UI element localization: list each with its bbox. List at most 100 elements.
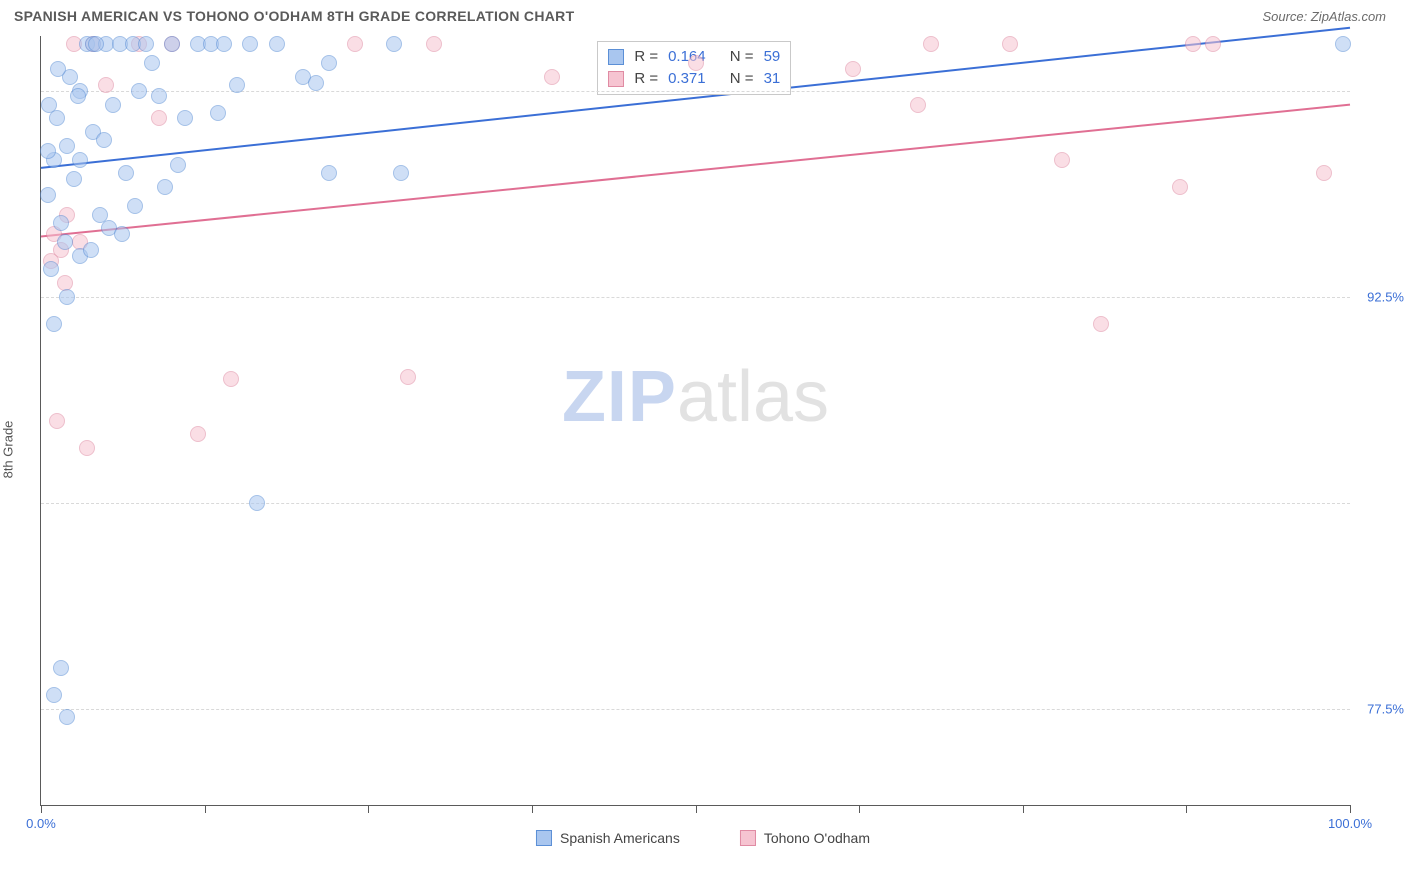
swatch-series-a [608, 49, 624, 65]
data-point-a [88, 36, 104, 52]
data-point-b [845, 61, 861, 77]
x-tick [368, 805, 369, 813]
data-point-a [105, 97, 121, 113]
chart-area: 8th Grade ZIPatlas R = 0.164 N = 59 R = … [0, 32, 1406, 852]
data-point-b [1172, 179, 1188, 195]
data-point-a [386, 36, 402, 52]
data-point-a [157, 179, 173, 195]
data-point-b [1002, 36, 1018, 52]
data-point-a [131, 83, 147, 99]
data-point-b [1093, 316, 1109, 332]
x-tick [532, 805, 533, 813]
data-point-a [170, 157, 186, 173]
n-label-a: N = [730, 46, 754, 68]
y-tick-label: 92.5% [1367, 289, 1404, 304]
data-point-a [43, 261, 59, 277]
data-point-a [138, 36, 154, 52]
trend-line-b [41, 105, 1350, 237]
x-tick [696, 805, 697, 813]
chart-source: Source: ZipAtlas.com [1262, 9, 1386, 24]
x-tick [205, 805, 206, 813]
x-tick-label: 0.0% [26, 816, 56, 831]
data-point-b [49, 413, 65, 429]
trend-lines [41, 36, 1350, 805]
data-point-a [53, 660, 69, 676]
n-label-b: N = [730, 68, 754, 90]
data-point-a [59, 289, 75, 305]
swatch-b-icon [740, 830, 756, 846]
data-point-a [66, 171, 82, 187]
data-point-a [59, 138, 75, 154]
data-point-a [50, 61, 66, 77]
r-label-b: R = [634, 68, 658, 90]
data-point-a [321, 55, 337, 71]
series-a-label: Spanish Americans [560, 830, 680, 846]
data-point-a [57, 234, 73, 250]
bottom-legend: Spanish Americans Tohono O'odham [536, 830, 870, 846]
gridline [41, 297, 1350, 298]
data-point-b [347, 36, 363, 52]
data-point-b [400, 369, 416, 385]
data-point-a [72, 152, 88, 168]
data-point-b [910, 97, 926, 113]
data-point-a [114, 226, 130, 242]
data-point-b [688, 55, 704, 71]
data-point-b [923, 36, 939, 52]
data-point-a [127, 198, 143, 214]
data-point-b [1205, 36, 1221, 52]
plot-region: ZIPatlas R = 0.164 N = 59 R = 0.371 N = … [40, 36, 1350, 806]
data-point-a [83, 242, 99, 258]
n-value-a: 59 [764, 46, 781, 68]
data-point-a [151, 88, 167, 104]
r-label-a: R = [634, 46, 658, 68]
data-point-b [190, 426, 206, 442]
data-point-b [426, 36, 442, 52]
data-point-a [46, 316, 62, 332]
data-point-a [70, 88, 86, 104]
data-point-b [1054, 152, 1070, 168]
data-point-a [249, 495, 265, 511]
data-point-a [40, 143, 56, 159]
gridline [41, 709, 1350, 710]
data-point-a [96, 132, 112, 148]
x-tick [41, 805, 42, 813]
gridline [41, 503, 1350, 504]
bottom-legend-item-a: Spanish Americans [536, 830, 680, 846]
data-point-a [53, 215, 69, 231]
r-value-b: 0.371 [668, 68, 706, 90]
data-point-b [223, 371, 239, 387]
data-point-a [41, 97, 57, 113]
series-b-label: Tohono O'odham [764, 830, 870, 846]
data-point-b [151, 110, 167, 126]
chart-header: SPANISH AMERICAN VS TOHONO O'ODHAM 8TH G… [0, 0, 1406, 32]
y-tick-label: 77.5% [1367, 701, 1404, 716]
y-axis-label: 8th Grade [1, 421, 16, 479]
swatch-a-icon [536, 830, 552, 846]
x-tick [859, 805, 860, 813]
data-point-a [229, 77, 245, 93]
data-point-a [393, 165, 409, 181]
swatch-series-b [608, 71, 624, 87]
data-point-a [144, 55, 160, 71]
data-point-b [1316, 165, 1332, 181]
bottom-legend-item-b: Tohono O'odham [740, 830, 870, 846]
data-point-b [79, 440, 95, 456]
data-point-a [46, 687, 62, 703]
data-point-b [98, 77, 114, 93]
x-tick [1186, 805, 1187, 813]
data-point-a [216, 36, 232, 52]
data-point-b [544, 69, 560, 85]
x-tick-label: 100.0% [1328, 816, 1372, 831]
data-point-a [321, 165, 337, 181]
data-point-a [40, 187, 56, 203]
data-point-a [59, 709, 75, 725]
data-point-a [210, 105, 226, 121]
data-point-a [242, 36, 258, 52]
data-point-a [308, 75, 324, 91]
n-value-b: 31 [764, 68, 781, 90]
data-point-a [1335, 36, 1351, 52]
data-point-a [118, 165, 134, 181]
x-tick [1350, 805, 1351, 813]
data-point-a [177, 110, 193, 126]
chart-title: SPANISH AMERICAN VS TOHONO O'ODHAM 8TH G… [14, 8, 574, 24]
